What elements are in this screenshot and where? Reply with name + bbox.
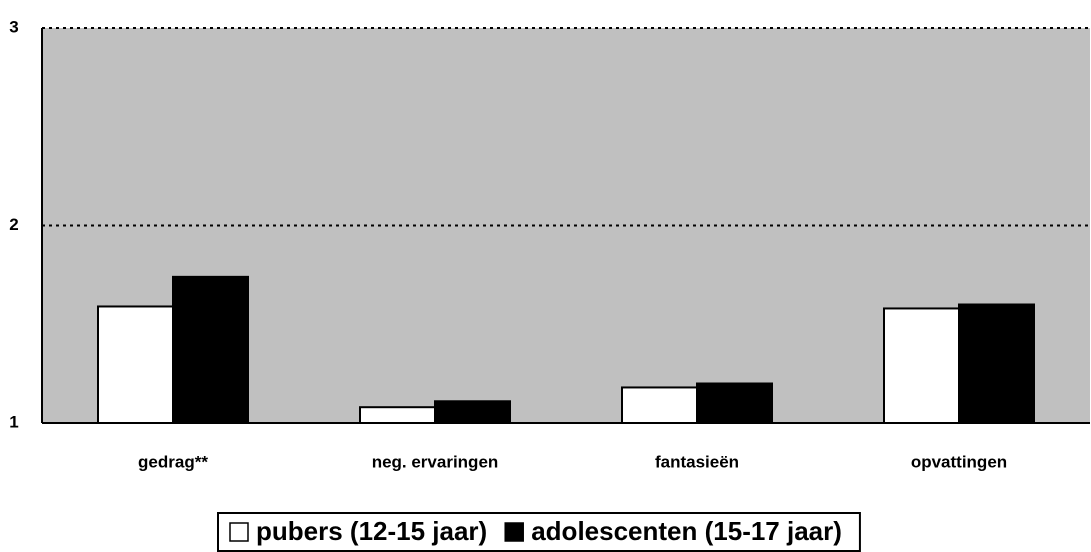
bar [958, 303, 1035, 424]
legend-label: pubers (12-15 jaar) [256, 516, 487, 546]
x-tick-label: gedrag** [138, 452, 208, 471]
bar [883, 307, 960, 425]
legend [217, 512, 861, 552]
bar [172, 275, 249, 424]
x-tick-label: neg. ervaringen [372, 452, 499, 471]
legend-marker [504, 522, 524, 542]
legend-marker [229, 522, 249, 542]
bar [621, 386, 698, 425]
bar [359, 406, 436, 425]
bar [696, 382, 773, 424]
bar [434, 400, 511, 424]
x-tick-label: fantasieën [655, 452, 739, 471]
legend-label: adolescenten (15-17 jaar) [531, 516, 842, 546]
x-tick-label: opvattingen [911, 452, 1007, 471]
y-tick-label: 2 [9, 215, 18, 234]
y-tick-label: 3 [9, 17, 18, 36]
y-tick-label: 1 [9, 412, 18, 431]
bar [97, 305, 174, 425]
